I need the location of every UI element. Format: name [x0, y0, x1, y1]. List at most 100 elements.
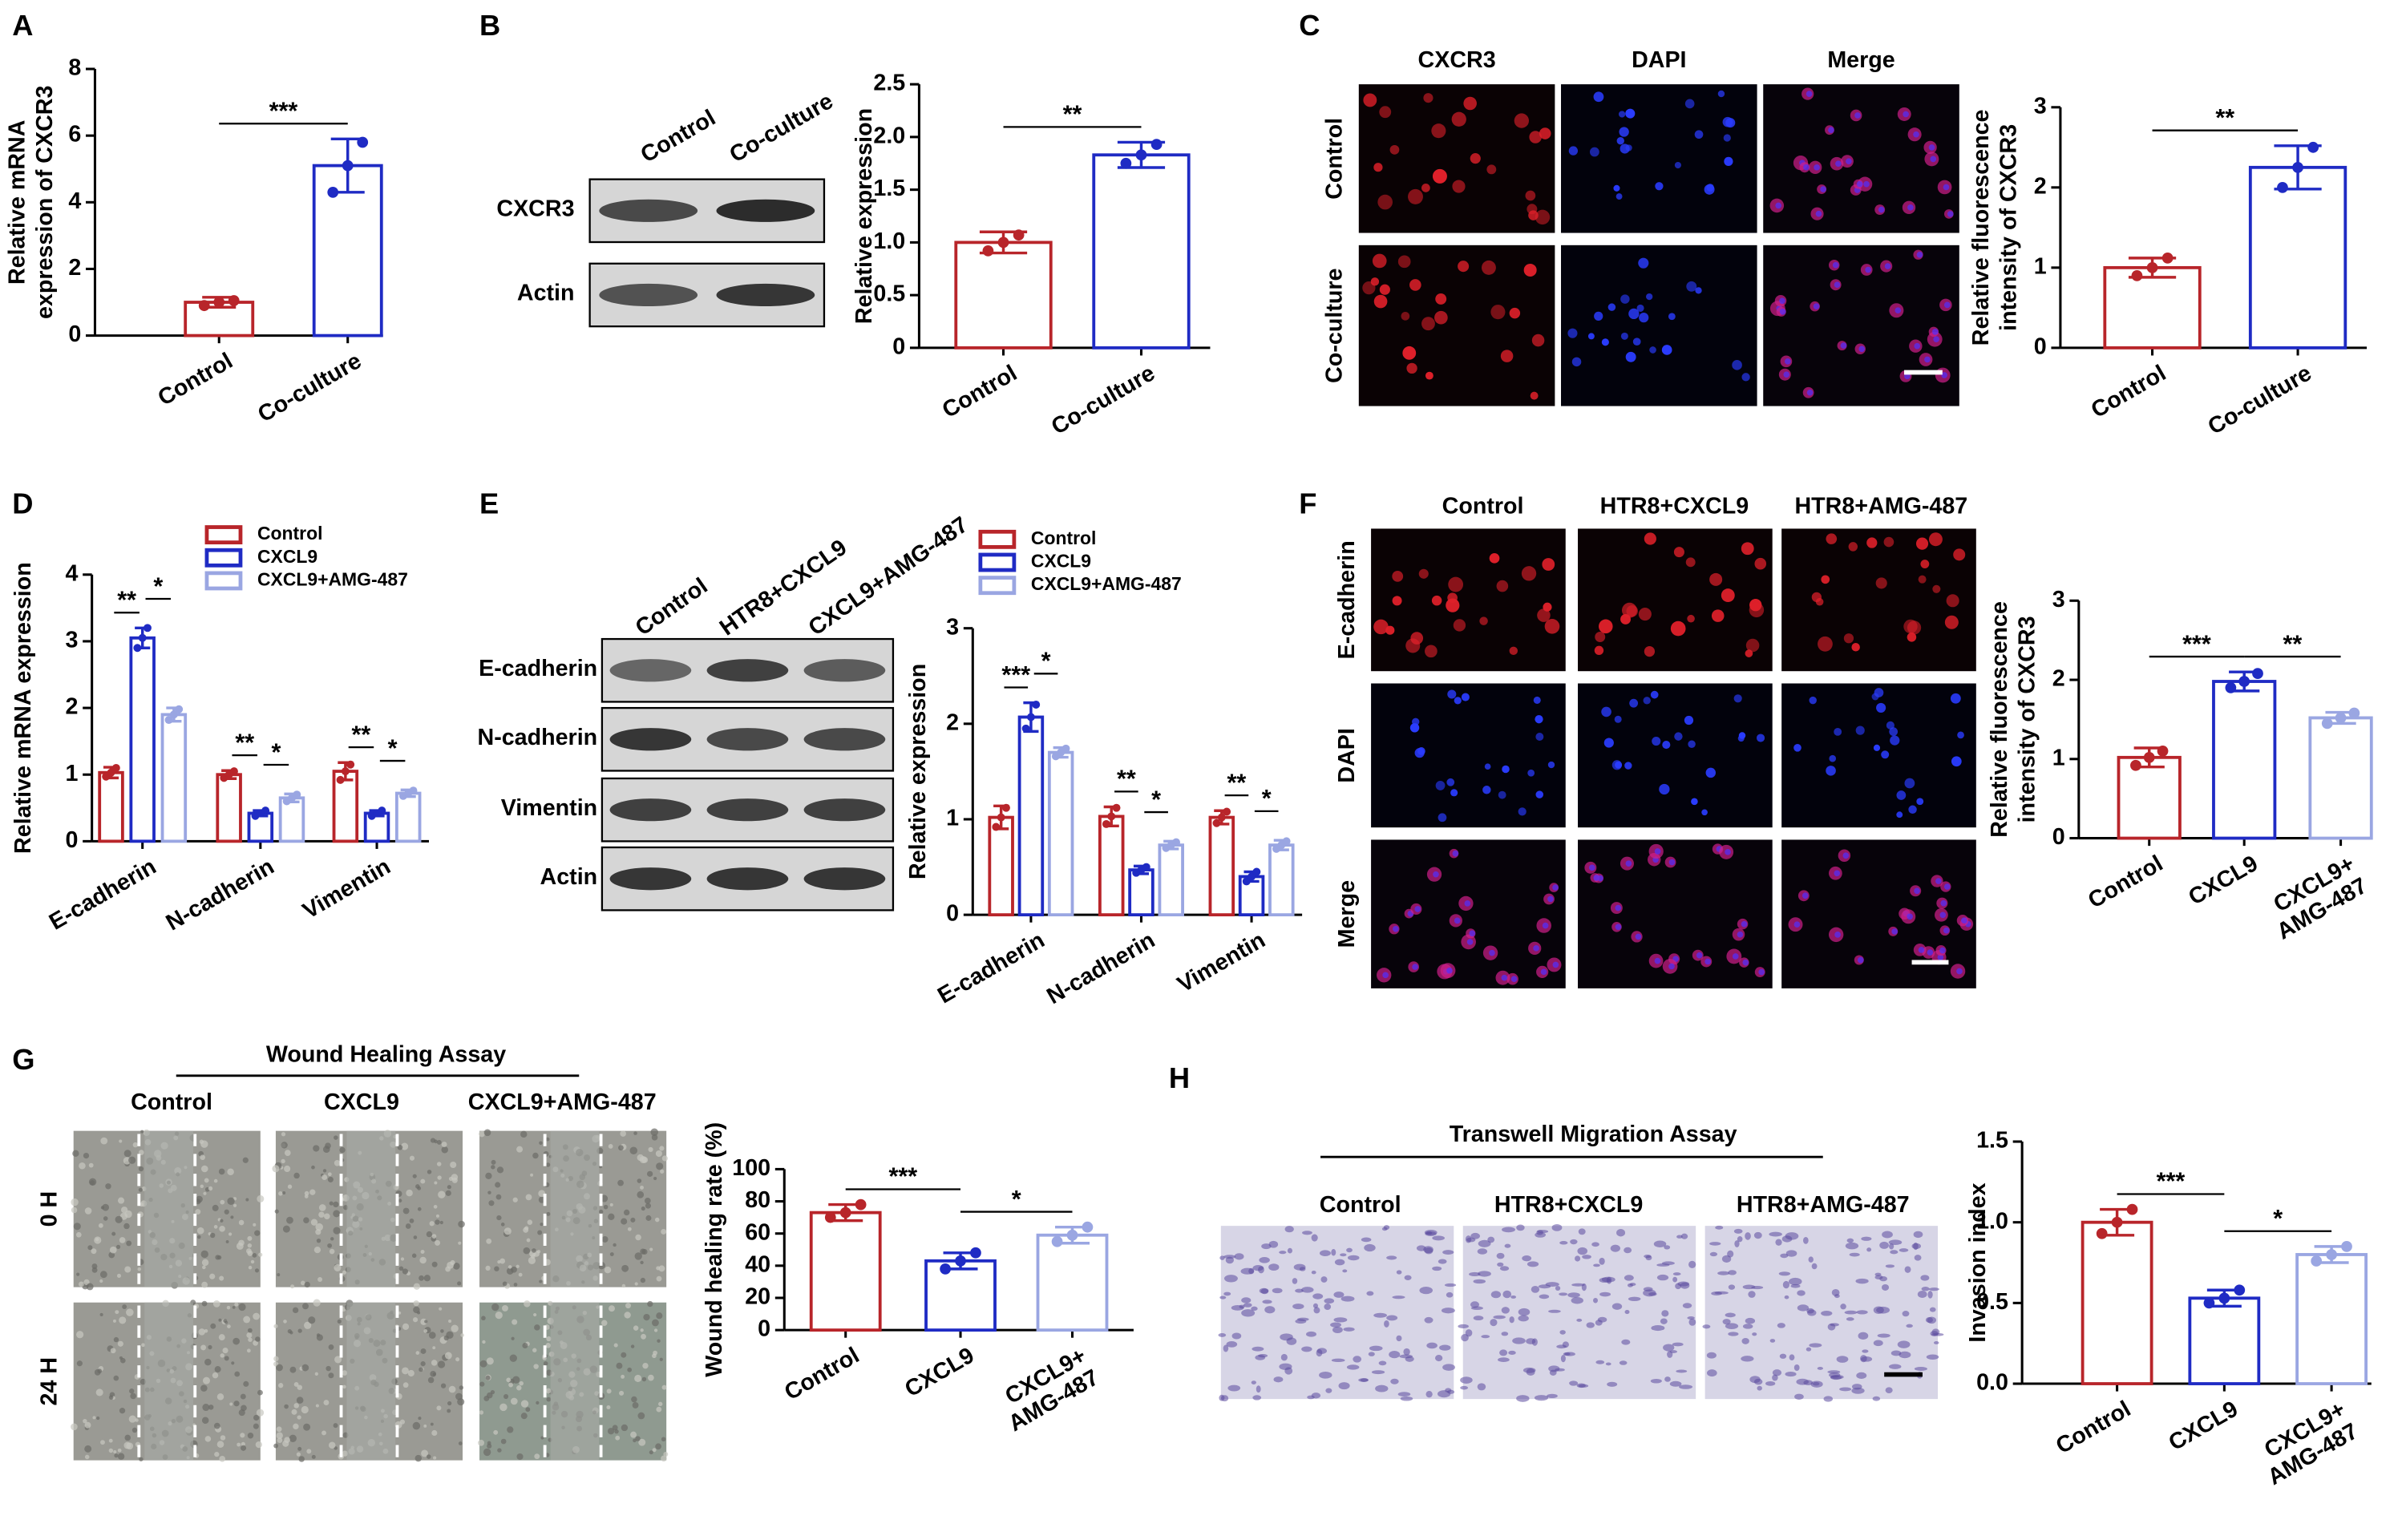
cell-texture [84, 1445, 92, 1453]
cell-texture [415, 1184, 420, 1189]
nucleus [1889, 727, 1899, 737]
cell [1575, 1255, 1581, 1262]
data-point [1248, 872, 1256, 881]
cell-texture [334, 1135, 338, 1140]
cell-texture [481, 1316, 486, 1321]
cell-texture [435, 1219, 440, 1225]
cell [1855, 1278, 1869, 1284]
cell-texture [519, 1380, 524, 1386]
cell-texture [430, 1422, 434, 1426]
cell-texture [114, 1453, 119, 1458]
cell [1775, 1239, 1782, 1246]
cell-texture [113, 1336, 119, 1343]
nucleus [1552, 961, 1559, 968]
cell [1717, 1271, 1730, 1275]
micrograph [1371, 683, 1566, 828]
cell-texture [254, 1268, 260, 1273]
cell [1879, 1241, 1889, 1249]
cell [1531, 333, 1545, 347]
nucleus [1625, 351, 1636, 362]
cell [1851, 1384, 1862, 1390]
cell [1539, 127, 1551, 139]
cell [1680, 1233, 1688, 1239]
nucleus [1832, 261, 1839, 269]
blot-band [599, 199, 698, 222]
cell [1927, 1291, 1933, 1299]
nucleus [1616, 137, 1624, 145]
cell-texture [117, 1448, 122, 1453]
cell-texture [479, 1381, 485, 1387]
data-point [2292, 161, 2303, 173]
cell [1780, 1253, 1789, 1259]
cell [1518, 1308, 1531, 1316]
nucleus [1815, 210, 1822, 217]
cell [1737, 1235, 1743, 1243]
column-label: Merge [1827, 47, 1895, 73]
nucleus [1884, 263, 1891, 269]
nucleus [1785, 358, 1791, 365]
cell-texture [333, 1210, 341, 1218]
data-point [2238, 676, 2250, 687]
data-point [1212, 819, 1221, 827]
nucleus [1588, 864, 1595, 871]
cell [1542, 558, 1555, 571]
cell [1529, 131, 1542, 143]
cell [1862, 1349, 1869, 1353]
cell-texture [609, 1252, 614, 1256]
cell-texture [486, 1238, 492, 1244]
cell [1877, 1333, 1890, 1338]
cell [1406, 362, 1417, 374]
cell [1915, 537, 1929, 550]
nucleus [1464, 900, 1471, 907]
cell-texture [420, 1348, 427, 1354]
cell-texture [286, 1216, 293, 1224]
nucleus [1684, 715, 1694, 726]
cell-texture [253, 1423, 259, 1429]
cell-texture [246, 1248, 252, 1254]
cell-texture [431, 1360, 438, 1366]
cell [1624, 1247, 1632, 1254]
cell-texture [318, 1204, 326, 1211]
nucleus [1466, 939, 1474, 945]
nucleus [1834, 870, 1841, 877]
cell [1772, 1369, 1782, 1376]
cell [1752, 1332, 1757, 1336]
cell [1389, 144, 1400, 155]
data-point [144, 624, 152, 633]
cell-texture [342, 1370, 348, 1376]
cell-texture [659, 1357, 663, 1361]
cell-texture [276, 1426, 282, 1433]
cell-texture [493, 1429, 499, 1435]
cell [1821, 1311, 1833, 1316]
cell [1537, 1230, 1549, 1234]
bar [278, 796, 305, 843]
cell-texture [315, 1404, 319, 1408]
cell-texture [450, 1161, 457, 1169]
cell-texture [443, 1335, 449, 1341]
cell [1953, 548, 1966, 561]
bar [1092, 153, 1191, 350]
wound-gap [346, 1130, 396, 1287]
cell-texture [427, 1454, 431, 1459]
data-point [2307, 141, 2319, 153]
nucleus [1701, 809, 1708, 816]
cell-texture [507, 1265, 512, 1269]
blot-band [706, 798, 789, 822]
cell [1836, 1356, 1849, 1363]
cell-texture [79, 1162, 86, 1170]
cell [1280, 1353, 1288, 1361]
cell [1504, 1243, 1511, 1248]
legend-label: Control [257, 523, 322, 544]
cell-texture [241, 1445, 247, 1451]
cell [1599, 619, 1613, 634]
cell-texture [284, 1404, 289, 1409]
cell-texture [431, 1234, 437, 1239]
wound-gap [550, 1130, 600, 1287]
cell-texture [647, 1300, 653, 1308]
cell-texture [658, 1401, 663, 1407]
cell [1432, 1235, 1446, 1241]
data-point [357, 136, 369, 148]
cell-texture [618, 1145, 624, 1151]
cell-texture [234, 1302, 239, 1307]
